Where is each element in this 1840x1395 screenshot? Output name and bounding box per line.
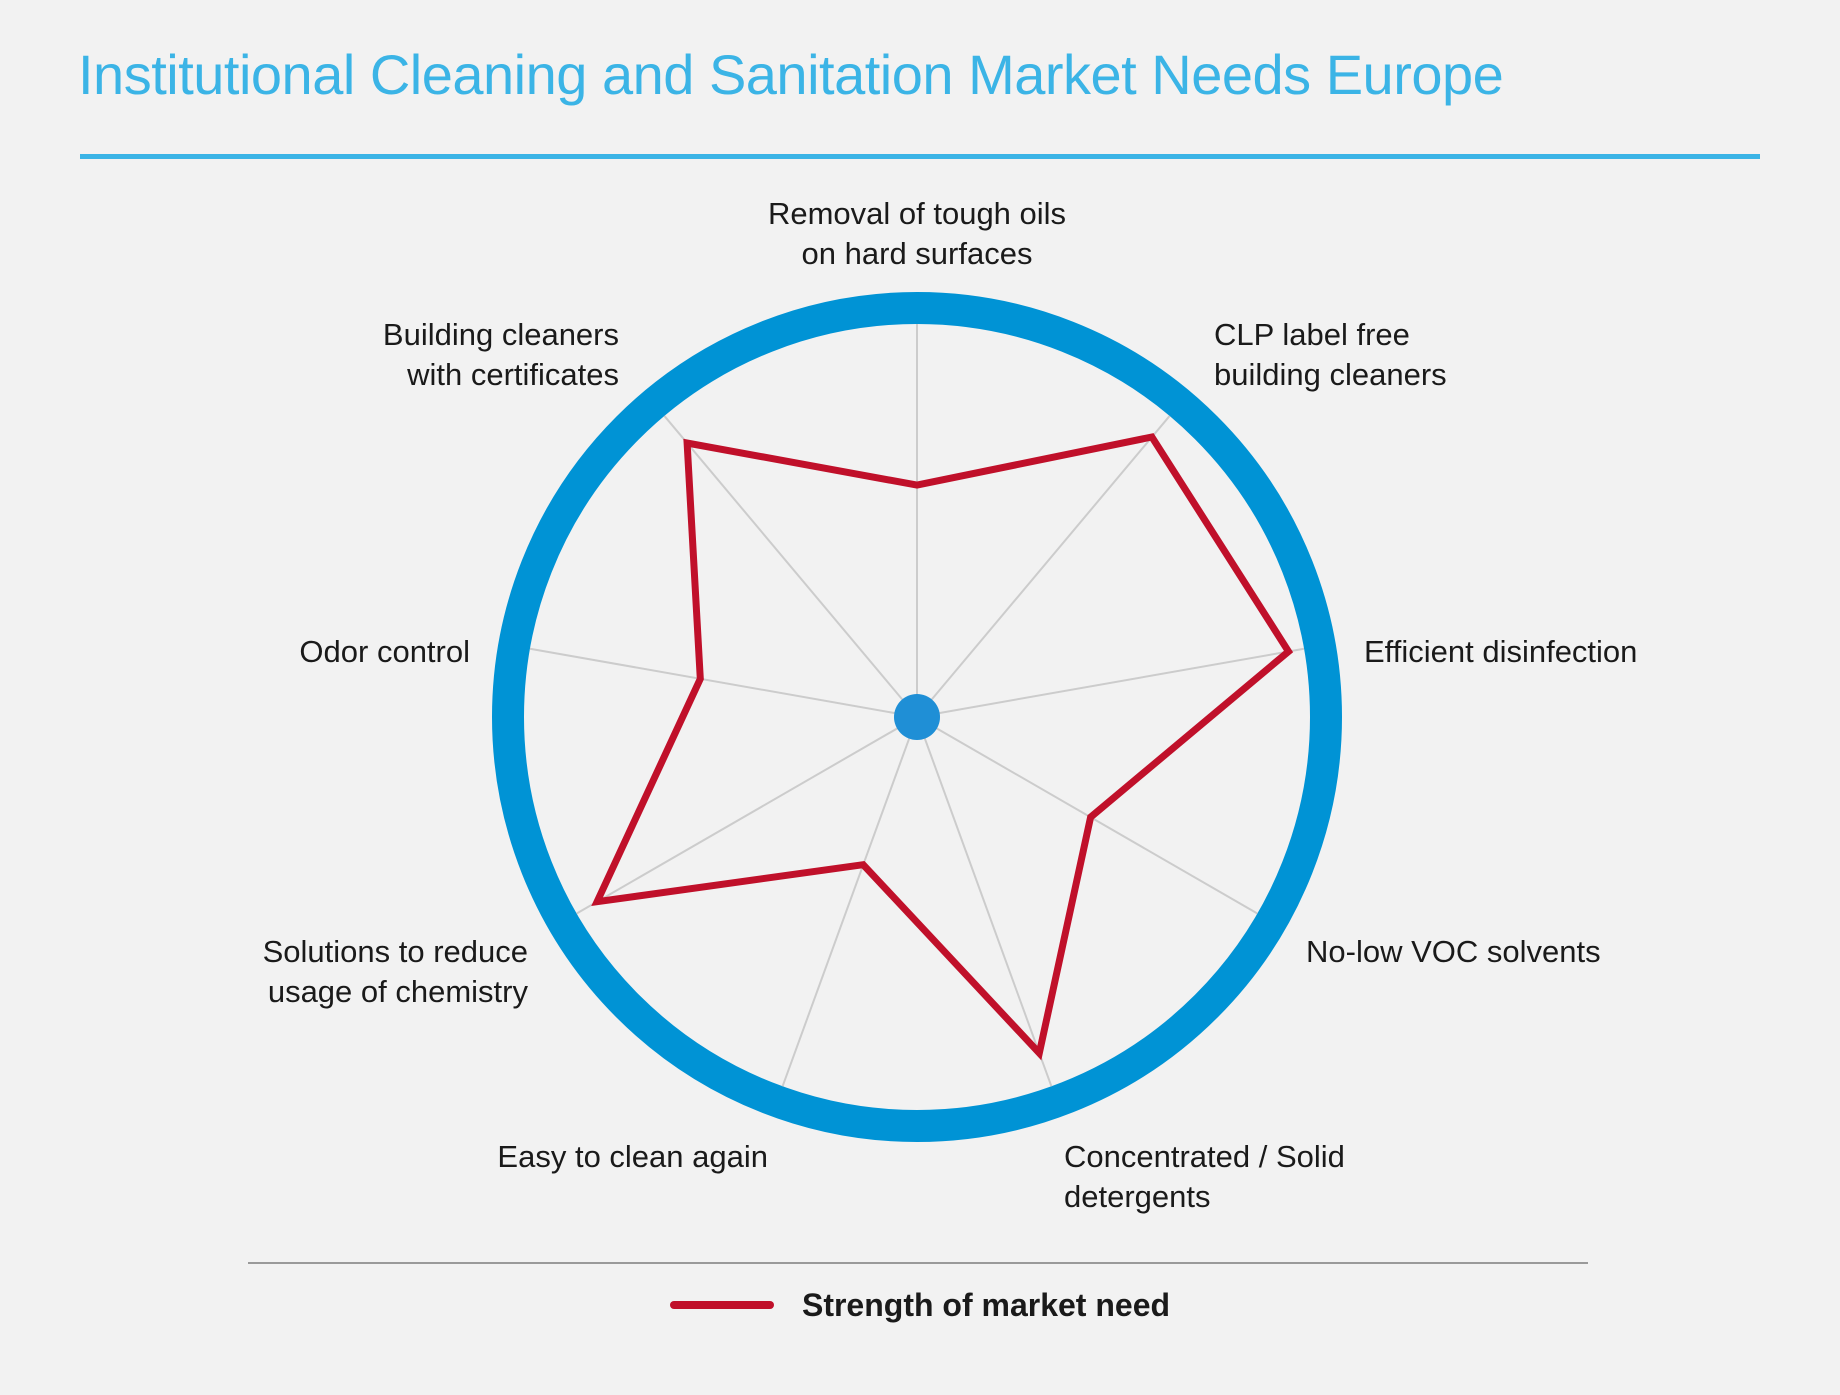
title-underline: [80, 154, 1760, 159]
category-label-line: with certificates: [407, 357, 619, 392]
category-label-6: Solutions to reduce usage of chemistry: [263, 932, 528, 1012]
category-label-8: Building cleaners with certificates: [383, 315, 619, 395]
category-label-line: CLP label free: [1214, 317, 1410, 352]
category-label-4: Concentrated / Solid detergents: [1064, 1137, 1345, 1217]
spoke-6: [576, 716, 918, 915]
category-label-line: usage of chemistry: [267, 974, 528, 1009]
legend: Strength of market need: [0, 1280, 1840, 1330]
spoke-4: [916, 716, 1053, 1087]
spoke-5: [781, 716, 918, 1087]
legend-swatch-strength-of-market-need: [669, 1301, 774, 1309]
category-label-line: on hard surfaces: [801, 236, 1033, 271]
chart-title: Institutional Cleaning and Sanitation Ma…: [78, 43, 1504, 106]
category-label-2: Efficient disinfection: [1364, 632, 1637, 672]
series-polygon-strength-of-market-need[interactable]: [591, 433, 1294, 1061]
center-hub: [894, 694, 940, 740]
category-label-line: Efficient disinfection: [1364, 634, 1638, 669]
category-label-line: Concentrated / Solid: [1064, 1139, 1345, 1174]
spoke-8: [663, 415, 918, 718]
category-label-line: Removal of tough oils: [767, 196, 1067, 231]
category-label-line: building cleaners: [1214, 357, 1447, 392]
category-label-line: Solutions to reduce: [262, 934, 528, 969]
category-label-line: Easy to clean again: [497, 1139, 768, 1174]
category-label-line: Building cleaners: [382, 317, 619, 352]
spoke-3: [916, 716, 1258, 915]
legend-label[interactable]: Strength of market need: [801, 1286, 1171, 1323]
category-label-0: Removal of tough oils on hard surfaces: [768, 194, 1066, 274]
category-label-3: No-low VOC solvents: [1306, 932, 1601, 972]
spoke-group: [529, 324, 1305, 1087]
spoke-2: [916, 647, 1305, 718]
legend-divider: [248, 1262, 1588, 1264]
category-label-line: Odor control: [299, 634, 470, 669]
outer-ring: [492, 292, 1342, 1142]
category-label-7: Odor control: [299, 632, 470, 672]
category-label-1: CLP label free building cleaners: [1214, 315, 1447, 395]
category-label-line: No-low VOC solvents: [1306, 934, 1601, 969]
category-label-line: detergents: [1064, 1179, 1211, 1214]
spoke-1: [916, 415, 1171, 718]
category-label-5: Easy to clean again: [497, 1137, 768, 1177]
spoke-7: [529, 647, 918, 718]
